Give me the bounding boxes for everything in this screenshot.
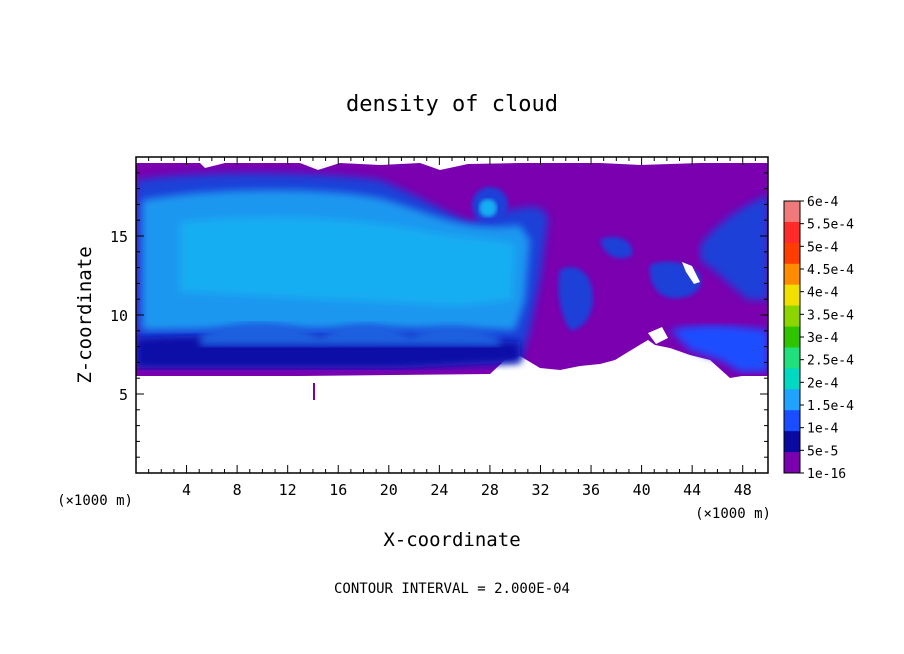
density-field (136, 157, 768, 473)
x-tick-label: 12 (279, 481, 297, 499)
chart-title: density of cloud (346, 92, 558, 117)
colorbar-label: 1e-16 (807, 467, 846, 482)
x-tick-label: 48 (734, 481, 752, 499)
layer-core (180, 216, 515, 306)
x-axis-title: X-coordinate (383, 529, 520, 551)
x-tick-label: 28 (481, 481, 499, 499)
layer-right-base (670, 325, 768, 372)
x-tick-label: 32 (531, 481, 549, 499)
colorbar-label: 5.5e-4 (807, 218, 854, 233)
colorbar-swatch (784, 389, 800, 411)
contour-interval-note: CONTOUR INTERVAL = 2.000E-04 (334, 581, 570, 597)
colorbar-swatch (784, 201, 800, 223)
colorbar-label: 1e-4 (807, 422, 838, 437)
colorbar-swatch (784, 452, 800, 474)
colorbar-label: 2.5e-4 (807, 354, 854, 369)
colorbar-label: 4e-4 (807, 286, 838, 301)
colorbar-swatch (784, 221, 800, 244)
colorbar-swatch (784, 410, 800, 432)
x-tick-label: 24 (430, 481, 448, 499)
colorbar-swatch (784, 431, 800, 453)
colorbar: 6e-4 5.5e-4 5e-4 4.5e-4 4e-4 3.5e-4 3e-4 2.5e-4… (783, 195, 854, 482)
colorbar-label: 4.5e-4 (807, 263, 854, 278)
x-unit-left-label: (×1000 m) (57, 493, 133, 509)
x-tick-label: 40 (633, 481, 651, 499)
x-tick-label: 8 (233, 481, 242, 499)
colorbar-swatch (784, 242, 800, 265)
layer-lower-bumps (200, 322, 500, 346)
x-unit-right-label: (×1000 m) (695, 506, 771, 522)
x-tick-label: 20 (380, 481, 398, 499)
layer-right-band (700, 195, 768, 300)
x-tick-label: 44 (683, 481, 701, 499)
colorbar-swatch (784, 347, 800, 369)
colorbar-swatch (784, 305, 800, 328)
x-tick-label: 36 (582, 481, 600, 499)
layer-mid-patches (558, 236, 633, 330)
gap-right-tail (682, 262, 700, 284)
y-tick-label: 15 (110, 228, 128, 246)
colorbar-label: 6e-4 (807, 195, 838, 210)
colorbar-swatch (784, 368, 800, 390)
colorbar-label: 2e-4 (807, 376, 838, 391)
colorbar-label: 5e-5 (807, 444, 838, 459)
axis-ticks (136, 157, 768, 473)
colorbar-label: 5e-4 (807, 240, 838, 255)
x-tick-label: 4 (182, 481, 191, 499)
colorbar-label: 3.5e-4 (807, 308, 854, 323)
y-tick-label: 5 (119, 386, 128, 404)
y-tick-label: 10 (110, 307, 128, 325)
colorbar-swatch (784, 284, 800, 307)
colorbar-label: 1.5e-4 (807, 399, 854, 414)
y-axis-title: Z-coordinate (74, 246, 96, 383)
gap-right-base (648, 327, 668, 344)
colorbar-swatch (784, 263, 800, 286)
colorbar-label: 3e-4 (807, 331, 838, 346)
x-tick-label: 16 (329, 481, 347, 499)
vortex-top-core (479, 199, 497, 217)
colorbar-swatch (784, 326, 800, 348)
